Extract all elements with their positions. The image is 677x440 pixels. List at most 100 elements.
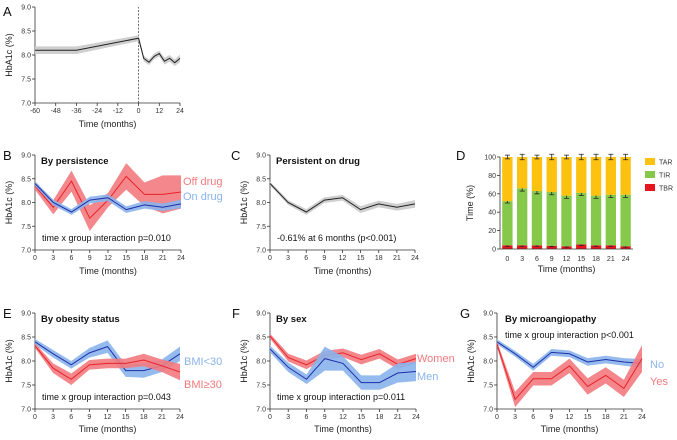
x-tick-label: 0 (33, 255, 37, 262)
y-tick-label: 9.0 (256, 311, 266, 318)
y-tick-label: 7.0 (21, 101, 31, 108)
x-tick-label: -24 (92, 108, 102, 115)
x-tick-label: 0 (495, 414, 499, 421)
y-tick-label: 7.5 (256, 224, 266, 231)
x-tick-label: 21 (158, 414, 166, 421)
legend-label: Men (417, 371, 438, 383)
x-tick-label: 18 (376, 414, 384, 421)
panel-title: By obesity status (41, 314, 120, 325)
bar-TIR (606, 195, 616, 246)
annotation: time x group interaction p=0.043 (42, 392, 171, 402)
x-tick-label: 15 (122, 414, 130, 421)
bar-TIR (502, 201, 512, 245)
legend-label: Off drug (183, 176, 223, 188)
x-tick-label: 21 (159, 255, 167, 262)
x-tick-label: 21 (394, 414, 402, 421)
x-tick-label: 18 (602, 414, 610, 421)
y-tick-label: 8.5 (21, 335, 31, 342)
bar-TAR (606, 157, 616, 195)
x-tick-label: 24 (622, 256, 630, 263)
x-tick-label: 6 (305, 414, 309, 421)
bar-TAR (576, 157, 586, 193)
y-tick-label: 8.5 (21, 176, 31, 183)
x-axis-label: Time (months) (79, 424, 137, 434)
x-tick-label: 18 (375, 255, 383, 262)
annotation: time x group interaction p=0.010 (42, 233, 171, 243)
x-tick-label: 12 (155, 108, 163, 115)
panel-label: B (3, 148, 12, 163)
bar-TAR (532, 157, 542, 191)
x-axis-label: Time (months) (314, 424, 372, 434)
y-tick-label: 9.0 (483, 311, 493, 318)
x-tick-label: 3 (51, 414, 55, 421)
bar-TIR (561, 196, 571, 247)
panel-label: F (232, 306, 240, 321)
x-tick-label: -36 (71, 108, 81, 115)
legend-swatch-TAR (645, 158, 655, 165)
y-axis-label: HbA1c (%) (4, 33, 14, 77)
legend-label: TIR (659, 173, 670, 180)
y-tick-label: 8.0 (21, 359, 31, 366)
annotation: time x group interaction p<0.001 (505, 330, 634, 340)
x-tick-label: 24 (411, 255, 419, 262)
x-tick-label: 0 (33, 414, 37, 421)
x-tick-label: 12 (563, 256, 571, 263)
y-tick-label: 8.0 (256, 200, 266, 207)
legend-label: No (650, 359, 664, 371)
x-tick-label: 9 (322, 255, 326, 262)
x-tick-label: 9 (323, 414, 327, 421)
y-axis-label: HbA1c (%) (466, 339, 476, 383)
x-tick-label: -12 (113, 108, 123, 115)
x-tick-label: 9 (88, 255, 92, 262)
x-tick-label: 15 (357, 414, 365, 421)
x-tick-label: 15 (122, 255, 130, 262)
bar-TIR (532, 191, 542, 245)
x-tick-label: 18 (140, 414, 148, 421)
y-axis-label: HbA1c (%) (4, 339, 14, 383)
bar-TAR (517, 157, 527, 188)
panel-title: By microangiopathy (505, 314, 597, 325)
y-tick-label: 7.5 (21, 224, 31, 231)
y-tick-label: 0 (492, 247, 496, 254)
y-tick-label: 7.0 (256, 407, 266, 414)
panel-label: G (460, 306, 470, 321)
x-tick-label: 9 (549, 414, 553, 421)
x-tick-label: 6 (531, 414, 535, 421)
y-tick-label: 9.0 (256, 153, 266, 160)
legend-label: TAR (659, 160, 672, 167)
legend-label: On drug (183, 191, 223, 203)
x-axis-label: Time (months) (538, 264, 596, 274)
x-tick-label: 12 (566, 414, 574, 421)
bar-TIR (620, 195, 630, 247)
x-tick-label: 21 (393, 255, 401, 262)
x-tick-label: 9 (87, 414, 91, 421)
panel-label: E (3, 306, 12, 321)
x-tick-label: 3 (513, 414, 517, 421)
bar-TAR (561, 157, 571, 196)
y-tick-label: 8.5 (256, 335, 266, 342)
x-axis-label: Time (months) (314, 266, 372, 276)
x-tick-label: 15 (577, 256, 585, 263)
y-tick-label: 7.5 (256, 383, 266, 390)
legend-swatch-TIR (645, 171, 655, 178)
y-axis-label: HbA1c (%) (4, 181, 14, 225)
legend-label: Women (417, 353, 455, 365)
y-tick-label: 8.0 (21, 53, 31, 60)
y-tick-label: 8.0 (256, 359, 266, 366)
y-tick-label: 7.0 (483, 407, 493, 414)
x-tick-label: 6 (304, 255, 308, 262)
x-tick-label: 6 (69, 414, 73, 421)
x-tick-label: -48 (51, 108, 61, 115)
x-axis-label: Time (months) (79, 266, 137, 276)
x-tick-label: 0 (268, 255, 272, 262)
x-tick-label: 18 (141, 255, 149, 262)
x-tick-label: 24 (176, 108, 184, 115)
x-tick-label: 12 (339, 414, 347, 421)
x-tick-label: 0 (137, 108, 141, 115)
y-tick-label: 7.5 (21, 383, 31, 390)
y-tick-label: 60 (488, 191, 496, 198)
